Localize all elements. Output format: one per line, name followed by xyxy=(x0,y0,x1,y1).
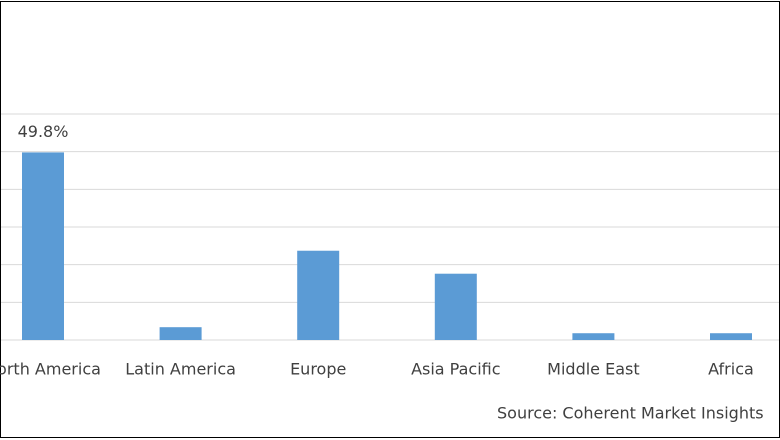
x-tick-label: Latin America xyxy=(125,360,236,379)
data-label: 49.8% xyxy=(18,122,69,141)
bar xyxy=(572,333,615,340)
bar xyxy=(22,152,64,340)
x-tick-label: Africa xyxy=(708,360,754,379)
x-tick-label: Europe xyxy=(290,360,346,379)
bar xyxy=(159,327,202,340)
source-note: Source: Coherent Market Insights xyxy=(497,404,764,423)
x-tick-label: North America xyxy=(0,360,101,379)
x-tick-label: Middle East xyxy=(547,360,639,379)
x-tick-label: Asia Pacific xyxy=(411,360,500,379)
bar xyxy=(710,333,752,340)
bar xyxy=(434,273,477,340)
bar xyxy=(297,250,340,340)
